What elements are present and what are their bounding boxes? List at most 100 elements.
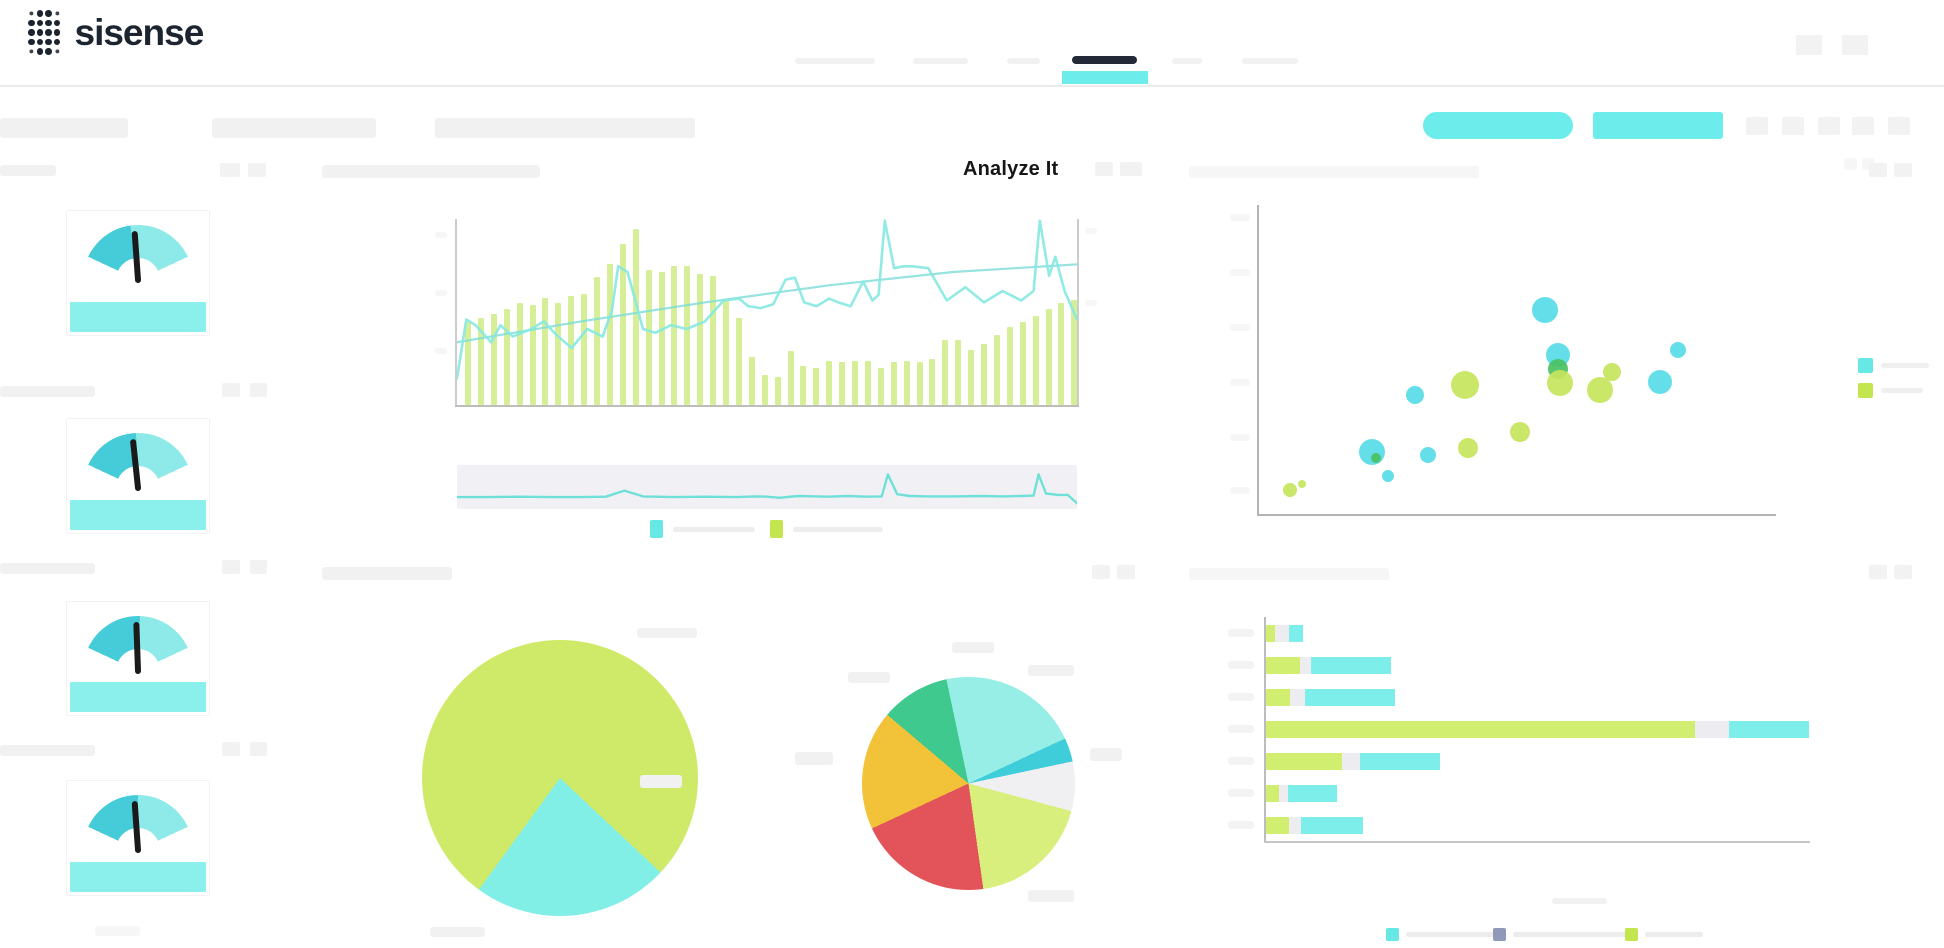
scatter-bubble[interactable]	[1458, 438, 1479, 459]
widget-menu-icon[interactable]	[1095, 162, 1113, 176]
widget-menu-icon[interactable]	[250, 560, 267, 574]
scatter-bubble[interactable]	[1669, 342, 1686, 359]
category-label-placeholder	[1228, 789, 1254, 797]
widget-menu-icon[interactable]	[222, 742, 240, 756]
legend-label-placeholder	[1881, 388, 1923, 393]
combo-bars[interactable]	[457, 220, 1078, 405]
hbar-row[interactable]	[1266, 784, 1337, 802]
nav-item[interactable]	[795, 58, 875, 64]
navbar-action-icon[interactable]	[1842, 35, 1868, 55]
scatter-bubble[interactable]	[1405, 386, 1424, 405]
widget-menu-icon[interactable]	[220, 163, 240, 177]
scatter-bubble[interactable]	[1420, 446, 1437, 463]
x-axis-line	[1264, 841, 1810, 843]
category-label-placeholder	[1228, 629, 1254, 637]
filter-chip[interactable]	[212, 118, 376, 138]
toolbar-icon[interactable]	[1782, 117, 1804, 135]
legend-label-placeholder	[1881, 363, 1929, 368]
mini-icon[interactable]	[1844, 158, 1857, 170]
filter-chip[interactable]	[0, 118, 128, 138]
nav-item[interactable]	[1172, 58, 1202, 64]
widget-menu-icon[interactable]	[1117, 565, 1135, 579]
widget-menu-icon[interactable]	[1869, 163, 1887, 177]
hbar-row[interactable]	[1266, 656, 1391, 674]
scatter-bubble[interactable]	[1382, 469, 1395, 482]
secondary-action-button[interactable]	[1593, 112, 1723, 139]
legend-swatch-lime[interactable]	[770, 520, 783, 538]
widget-menu-icon[interactable]	[250, 383, 267, 397]
hbar-row[interactable]	[1266, 688, 1395, 706]
bubble-plot[interactable]	[1258, 205, 1772, 515]
scatter-bubble[interactable]	[1547, 369, 1574, 396]
widget-menu-icon[interactable]	[1092, 565, 1110, 579]
scatter-bubble[interactable]	[1371, 452, 1382, 463]
hbar-row[interactable]	[1266, 752, 1440, 770]
scatter-bubble[interactable]	[1603, 363, 1622, 382]
widget-title-placeholder	[0, 563, 95, 574]
legend-swatch-cyan[interactable]	[1386, 928, 1399, 941]
gauge-card[interactable]	[66, 210, 210, 336]
axis-tick-placeholder	[1230, 487, 1250, 494]
widget-menu-icon[interactable]	[1120, 162, 1142, 176]
nav-item-active[interactable]	[1072, 56, 1137, 64]
nav-item[interactable]	[1007, 58, 1040, 64]
widget-menu-icon[interactable]	[222, 383, 240, 397]
legend-swatch-lime[interactable]	[1625, 928, 1638, 941]
scatter-bubble[interactable]	[1298, 480, 1307, 488]
widget-menu-icon[interactable]	[248, 163, 266, 177]
toolbar-icon[interactable]	[1746, 117, 1768, 135]
axis-tick-placeholder	[1230, 379, 1250, 386]
legend-swatch-lime[interactable]	[1858, 383, 1873, 398]
chart-navigator[interactable]	[457, 465, 1077, 509]
scatter-bubble[interactable]	[1510, 421, 1531, 442]
brand-name: sisense	[74, 12, 205, 53]
x-axis-line	[455, 405, 1079, 407]
filter-chip[interactable]	[435, 118, 695, 138]
gauge-value-bar	[70, 682, 206, 712]
legend-title-placeholder	[1552, 898, 1607, 904]
gauge-card[interactable]	[66, 601, 210, 726]
hbar-row[interactable]	[1266, 720, 1809, 738]
hbar-row[interactable]	[1266, 624, 1303, 642]
gauge-card[interactable]	[66, 418, 210, 543]
toolbar-icon[interactable]	[1852, 117, 1874, 135]
navbar-action-icon[interactable]	[1796, 35, 1822, 55]
pie-multi[interactable]	[862, 677, 1075, 890]
legend-swatch-cyan[interactable]	[650, 520, 663, 538]
navigator-line	[457, 473, 1077, 505]
gauge-card[interactable]	[66, 780, 210, 905]
analyze-it-button[interactable]: Analyze It	[963, 158, 1059, 180]
combo-lines	[457, 219, 1077, 380]
axis-tick-placeholder	[435, 348, 447, 354]
hbar-rows[interactable]	[1266, 617, 1826, 843]
pie-label-placeholder	[1028, 890, 1074, 902]
category-label-placeholder	[1228, 661, 1254, 669]
scatter-bubble[interactable]	[1647, 370, 1672, 394]
legend-swatch-cyan[interactable]	[1858, 358, 1873, 373]
widget-menu-icon[interactable]	[250, 742, 267, 756]
toolbar-icon[interactable]	[1888, 117, 1910, 135]
pie-label-placeholder	[795, 752, 833, 765]
scatter-bubble[interactable]	[1531, 297, 1558, 324]
pie-label-placeholder	[952, 642, 994, 653]
primary-action-button[interactable]	[1423, 112, 1573, 139]
chart-border	[1077, 219, 1079, 406]
scatter-bubble[interactable]	[1282, 482, 1297, 497]
top-navbar: sisense	[0, 0, 1944, 87]
scatter-bubble[interactable]	[1586, 377, 1613, 404]
nav-item[interactable]	[913, 58, 968, 64]
legend-swatch-slate[interactable]	[1493, 928, 1506, 941]
sisense-logo[interactable]: sisense	[28, 10, 205, 56]
widget-menu-icon[interactable]	[1869, 565, 1887, 579]
hbar-row[interactable]	[1266, 816, 1363, 834]
scatter-bubble[interactable]	[1451, 371, 1480, 400]
widget-menu-icon[interactable]	[1894, 565, 1912, 579]
sisense-logo-mark-icon	[28, 10, 61, 56]
widget-title-placeholder	[0, 165, 56, 176]
legend-label-placeholder	[1513, 932, 1631, 937]
widget-menu-icon[interactable]	[222, 560, 240, 574]
nav-item[interactable]	[1242, 58, 1298, 64]
widget-menu-icon[interactable]	[1894, 163, 1912, 177]
toolbar-icon[interactable]	[1818, 117, 1840, 135]
legend-label-placeholder	[1406, 932, 1501, 937]
